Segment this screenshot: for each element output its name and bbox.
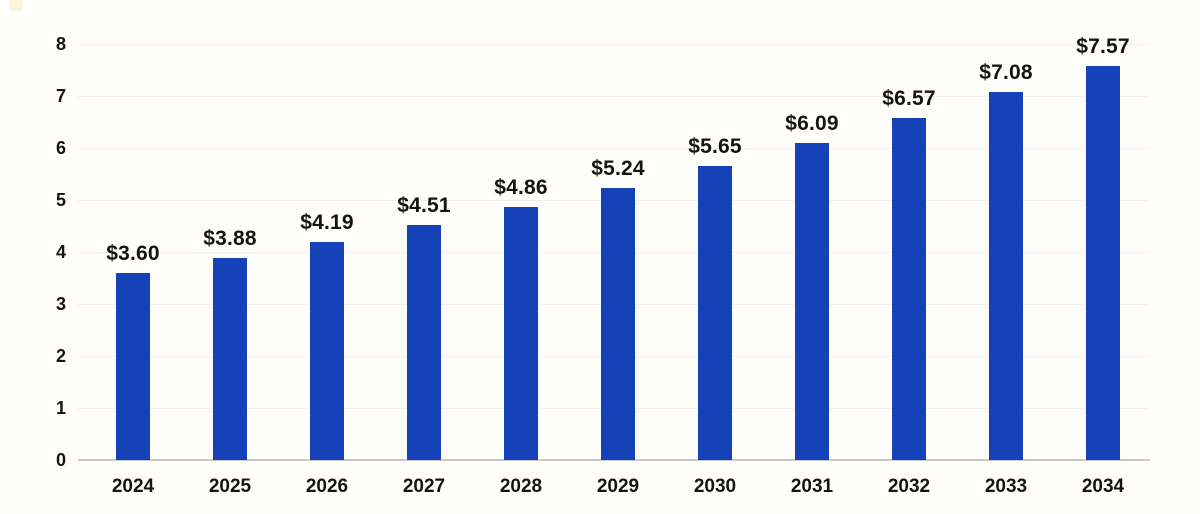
x-axis-tick-label: 2031	[790, 476, 834, 497]
y-axis-tick-label: 1	[55, 398, 66, 418]
gridline	[78, 148, 1150, 149]
y-axis-tick-label: 8	[55, 34, 66, 54]
bar-value-label: $4.86	[494, 176, 548, 199]
bar-2028	[504, 207, 538, 460]
x-axis-tick-label: 2029	[596, 476, 640, 497]
y-axis-tick-label: 3	[55, 294, 66, 314]
x-axis-tick-label: 2034	[1081, 476, 1125, 497]
bar-2032	[892, 118, 926, 460]
bar-2029	[601, 188, 635, 460]
bar-2030	[698, 166, 732, 460]
bar-value-label: $4.19	[300, 211, 354, 234]
x-axis-tick-label: 2024	[111, 476, 155, 497]
y-axis-tick-label: 2	[55, 346, 66, 366]
bar-2031	[795, 143, 829, 460]
x-axis-tick-label: 2025	[208, 476, 252, 497]
x-axis-tick-label: 2032	[887, 476, 931, 497]
bar-value-label: $5.65	[688, 135, 742, 158]
bar-value-label: $6.57	[882, 87, 936, 110]
gridline	[78, 44, 1150, 45]
x-axis-tick-label: 2026	[305, 476, 349, 497]
bar-2024	[116, 273, 150, 460]
bar-value-label: $4.51	[397, 194, 451, 217]
y-axis-tick-label: 7	[55, 86, 66, 106]
bar-value-label: $7.08	[979, 61, 1033, 84]
gridline	[78, 96, 1150, 97]
x-axis-tick-label: 2033	[984, 476, 1028, 497]
y-axis-tick-label: 4	[55, 242, 66, 262]
x-axis-tick-label: 2030	[693, 476, 737, 497]
y-axis-tick-label: 5	[55, 190, 66, 210]
bar-value-label: $5.24	[591, 157, 645, 180]
bar-2034	[1086, 66, 1120, 460]
corner-artifact	[9, 0, 23, 11]
x-axis-baseline	[78, 459, 1150, 461]
y-axis-tick-label: 6	[55, 138, 66, 158]
bar-2033	[989, 92, 1023, 460]
bar-2025	[213, 258, 247, 460]
bar-value-label: $7.57	[1076, 35, 1130, 58]
x-axis-tick-label: 2028	[499, 476, 543, 497]
bar-value-label: $3.88	[203, 227, 257, 250]
y-axis-tick-label: 0	[55, 450, 66, 470]
bar-2027	[407, 225, 441, 460]
x-axis-tick-label: 2027	[402, 476, 446, 497]
bar-value-label: $6.09	[785, 112, 839, 135]
bar-2026	[310, 242, 344, 460]
bar-value-label: $3.60	[106, 242, 160, 265]
